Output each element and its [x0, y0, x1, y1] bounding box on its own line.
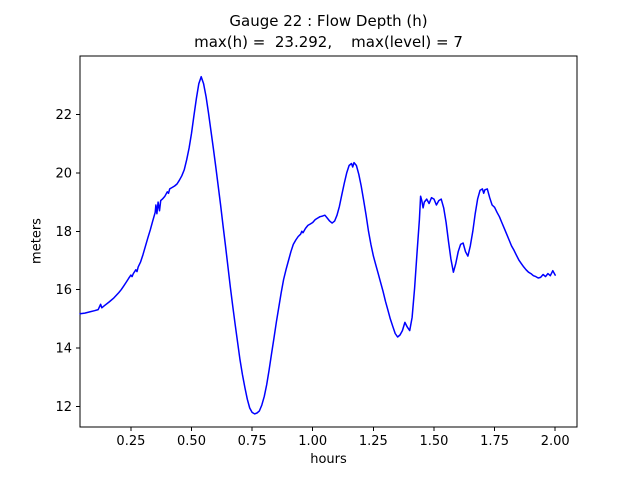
y-tick-label: 18	[55, 225, 72, 240]
y-tick-label: 12	[55, 400, 72, 415]
y-tick-label: 14	[55, 342, 72, 357]
x-tick-label: 0.25	[116, 434, 145, 449]
flow-depth-line	[79, 75, 556, 415]
x-tick-label: 1.75	[480, 434, 509, 449]
y-axis-label: meters	[29, 218, 45, 264]
x-tick-label: 1.25	[359, 434, 388, 449]
chart-subtitle: max(h) = 23.292, max(level) = 7	[194, 33, 463, 51]
y-tick-label: 22	[55, 108, 72, 123]
x-tick-label: 1.00	[298, 434, 327, 449]
y-tick-label: 16	[55, 283, 72, 298]
x-tick-label: 1.50	[419, 434, 448, 449]
axes-frame	[79, 55, 578, 428]
x-tick-label: 0.75	[238, 434, 267, 449]
chart-title: Gauge 22 : Flow Depth (h)	[229, 12, 428, 30]
x-tick-label: 0.50	[177, 434, 206, 449]
y-tick-label: 20	[55, 166, 72, 181]
x-tick-label: 2.00	[541, 434, 570, 449]
x-axis-label: hours	[310, 452, 347, 467]
